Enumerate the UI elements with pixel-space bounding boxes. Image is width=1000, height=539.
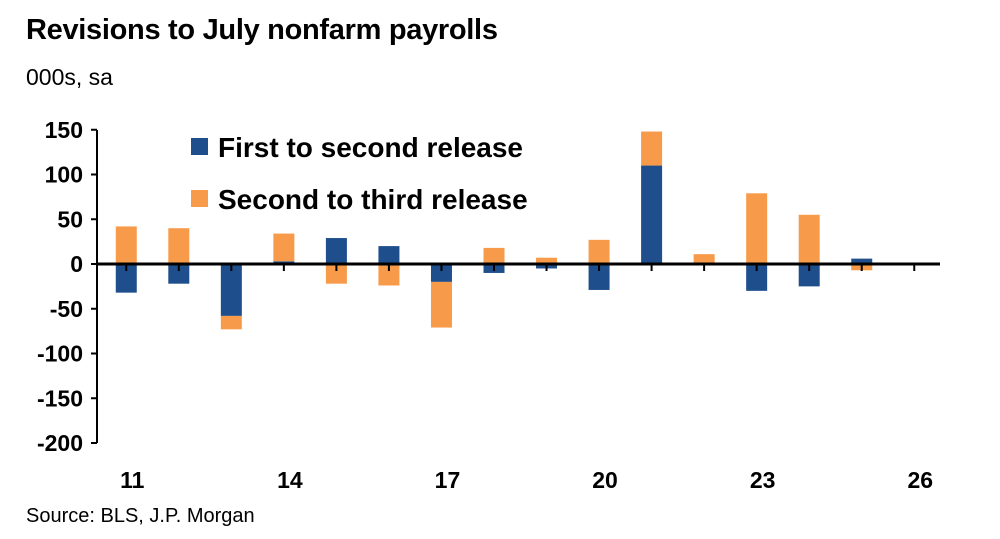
- bar-first-to-second-13: [220, 264, 242, 316]
- bar-second-to-third-15: [325, 264, 347, 284]
- bar-second-to-third-17: [430, 281, 452, 328]
- bar-first-to-second-11: [115, 264, 137, 293]
- bar-second-to-third-11: [115, 226, 137, 264]
- bar-second-to-third-22: [693, 254, 715, 264]
- y-tick-label: -200: [37, 430, 83, 456]
- bar-first-to-second-25: [851, 258, 873, 264]
- bar-first-to-second-17: [430, 264, 452, 282]
- x-tick-label: 17: [435, 467, 461, 493]
- legend-second-to-third-label: Second to third release: [218, 184, 528, 215]
- bar-second-to-third-20: [588, 239, 610, 264]
- y-tick-label: 50: [57, 206, 83, 232]
- bar-second-to-third-16: [378, 264, 400, 286]
- bar-second-to-third-23: [746, 193, 768, 264]
- bar-first-to-second-23: [746, 264, 768, 291]
- x-tick-label: 11: [120, 467, 145, 493]
- bar-second-to-third-13: [220, 315, 242, 330]
- bar-first-to-second-15: [325, 238, 347, 264]
- x-tick-label: 14: [277, 467, 303, 493]
- bar-second-to-third-14: [273, 233, 295, 262]
- y-tick-label: -150: [37, 385, 83, 411]
- bar-second-to-third-21: [641, 131, 663, 166]
- bar-first-to-second-21: [641, 165, 663, 264]
- axes-layer: 150 100 50 0 -50 -100 -150 -200 11 14 17 20 23 26: [37, 117, 940, 493]
- x-tick-label: 23: [750, 467, 776, 493]
- legend-first-to-second-swatch: [191, 138, 208, 155]
- chart-subtitle: 000s, sa: [26, 64, 113, 90]
- bar-first-to-second-24: [798, 264, 820, 287]
- y-tick-label: -50: [50, 296, 83, 322]
- bar-second-to-third-12: [168, 228, 190, 264]
- bar-second-to-third-24: [798, 214, 820, 264]
- bar-first-to-second-20: [588, 264, 610, 290]
- legend-second-to-third-swatch: [191, 190, 208, 207]
- legend-first-to-second-label: First to second release: [218, 132, 523, 163]
- y-tick-label: 100: [45, 162, 83, 188]
- y-tick-label: -100: [37, 341, 83, 367]
- source-note: Source: BLS, J.P. Morgan: [26, 505, 255, 527]
- x-tick-label: 26: [907, 467, 933, 493]
- x-tick-label: 20: [592, 467, 618, 493]
- legend: First to second release Second to third r…: [191, 132, 528, 215]
- bar-first-to-second-12: [168, 264, 190, 284]
- chart-title: Revisions to July nonfarm payrolls: [26, 14, 498, 46]
- bar-second-to-third-19: [536, 257, 558, 264]
- y-tick-label: 150: [45, 117, 83, 143]
- bar-first-to-second-16: [378, 246, 400, 264]
- y-tick-label: 0: [70, 251, 83, 277]
- bar-second-to-third-18: [483, 247, 505, 264]
